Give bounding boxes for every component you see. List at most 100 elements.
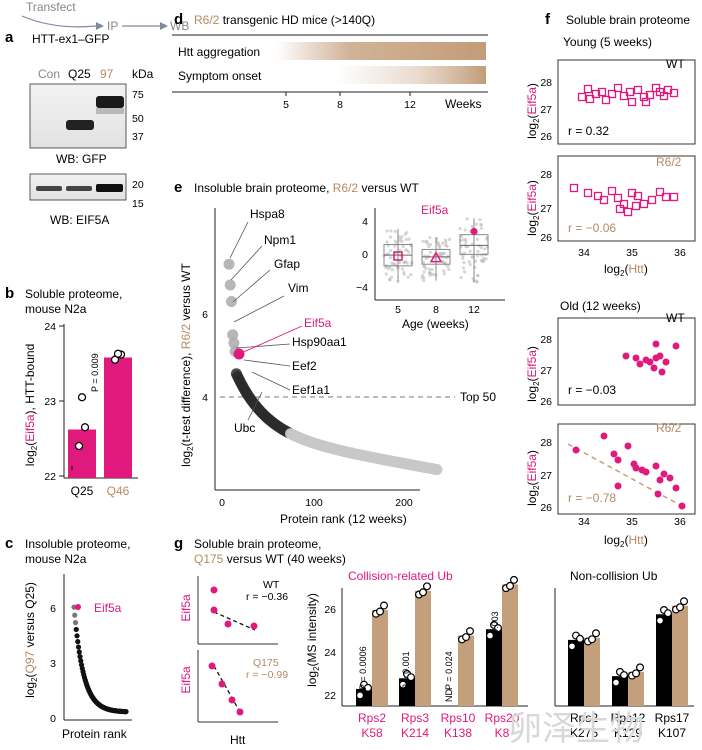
f3-point [650, 364, 658, 372]
eif5a-band-q97 [96, 184, 123, 192]
g-q175-point [380, 601, 389, 610]
panel-f-label: f [545, 11, 551, 28]
inset-jitter [447, 267, 451, 272]
g-mini2-point [228, 696, 236, 704]
c-eif5a-point [75, 604, 81, 610]
gfp-caption: WB: GFP [56, 152, 107, 166]
f1-point [627, 97, 637, 107]
g-wt-point [575, 634, 584, 643]
panel-e-inset: 4 0 −4 Eif5a 5 8 12 Age (weeks) [356, 203, 505, 331]
inset-jitter [398, 248, 402, 252]
f2-point [615, 204, 625, 214]
inset-jitter [468, 263, 472, 267]
f-top-xlabel: log2(Htt) [604, 262, 648, 278]
inset-jitter [388, 235, 393, 239]
inset-jitter [459, 275, 463, 280]
f2-point [661, 192, 671, 202]
inset-jitter [436, 241, 440, 245]
g-ytick-22: 22 [324, 690, 336, 702]
watermark: 卵泽生物 [508, 709, 644, 749]
panel-b-pvalue: P = 0.009 [90, 353, 100, 392]
f-frame-1 [557, 59, 696, 145]
f4-point [624, 442, 632, 450]
f2-point [607, 186, 617, 196]
inset-jitter [406, 275, 410, 279]
panel-e-xtick-100: 100 [305, 497, 323, 509]
panel-a-label: a [5, 29, 14, 46]
g-site-7a: Rps17 [655, 711, 690, 725]
g-wt-point [486, 631, 495, 640]
f2-point [613, 193, 623, 203]
f1-y26: 26 [540, 131, 552, 143]
panel-b-title-2: mouse N2a [25, 302, 87, 316]
f4-point [652, 462, 660, 470]
inset-jitter [442, 252, 447, 256]
f1-point [625, 87, 635, 97]
eif5a-caption: WB: EIF5A [50, 213, 109, 227]
c-point [72, 612, 78, 618]
inset-jitter [393, 229, 398, 234]
f1-point [585, 94, 595, 104]
transfect-arrow [21, 15, 97, 28]
inset-jitter [442, 269, 446, 273]
inset-jitter [438, 252, 442, 257]
g-pval-2: P = 0.001 [401, 651, 411, 690]
c-point [75, 644, 82, 650]
ip-label: IP [107, 19, 118, 33]
g-site-7b: K107 [658, 726, 686, 740]
g-mini1-r: r = −0.36 [246, 591, 288, 603]
g-site-3a: Rps10 [441, 711, 476, 725]
panel-b-ytick-22: 22 [44, 471, 56, 483]
inset-jitter [445, 244, 449, 248]
panel-e-ytick-4: 4 [202, 392, 208, 404]
g-q175-point [466, 627, 475, 636]
inset-jitter [390, 268, 394, 272]
g-bar-q175-0 [372, 610, 388, 706]
inset-jitter [468, 249, 472, 253]
g-mini2-point [236, 708, 244, 716]
inset-jitter [458, 238, 463, 242]
g-q175-point [423, 582, 432, 591]
f2-r62: R6/2 [656, 155, 682, 169]
panel-c-eif5a-label: Eif5a [94, 601, 122, 615]
eif5a-band-q25 [66, 186, 92, 191]
g-bar-q175-4 [584, 637, 600, 706]
f3-ylabel: log2(Eif5a) [525, 346, 541, 402]
inset-xlabel: Age (weeks) [402, 317, 469, 331]
inset-jitter [422, 270, 426, 274]
g-q175-point [675, 603, 684, 612]
inset-jitter [458, 227, 462, 231]
week-5: 5 [283, 99, 289, 111]
f1-point [583, 84, 593, 94]
inset-jitter [389, 248, 393, 253]
f1-y28: 28 [540, 77, 552, 89]
g-q175-point [679, 597, 688, 606]
c-point [77, 654, 83, 660]
gfp-band-q25 [66, 120, 94, 130]
f4-point [600, 432, 608, 440]
c-point [72, 620, 79, 626]
g-site-2b: K214 [401, 726, 429, 740]
g-mini2-q175: Q175 [253, 657, 279, 669]
g-bar-wt-3 [486, 629, 502, 706]
htt-aggregation-bar [276, 42, 486, 60]
f2-point [583, 188, 593, 198]
g-wt-point [399, 680, 408, 689]
g-q175-point [631, 669, 640, 678]
inset-jitter [393, 244, 397, 248]
inset-jitter [398, 238, 402, 243]
inset-jitter [462, 270, 467, 274]
panel-c: c Insoluble proteome, mouse N2a log2(Q97… [5, 535, 132, 741]
g-site-6b: K129 [614, 726, 642, 740]
f4-point [660, 470, 668, 478]
panel-c-ylabel: log2(Q97 versus Q25) [23, 582, 39, 698]
f4-y26: 26 [540, 502, 552, 514]
lane-q25: Q25 [68, 67, 91, 81]
f3-y26: 26 [540, 396, 552, 408]
panel-e-ytick-6: 6 [202, 309, 208, 321]
f3-point [656, 352, 664, 360]
inset-jitter [422, 278, 426, 283]
inset-jitter [479, 253, 484, 257]
eif5a-band-con [36, 186, 62, 191]
f2-point [569, 183, 579, 193]
